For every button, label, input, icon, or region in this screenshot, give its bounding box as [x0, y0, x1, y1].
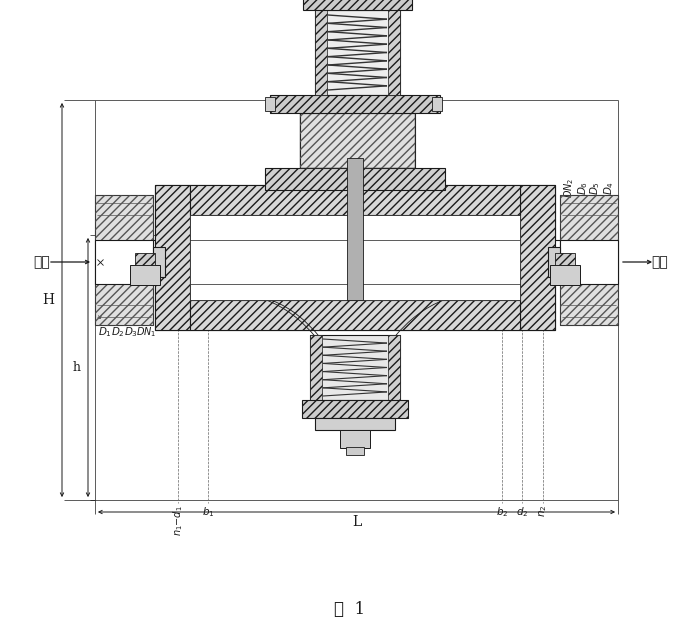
Bar: [310, 335, 400, 400]
Bar: [153, 240, 160, 284]
Text: $D_3$: $D_3$: [124, 325, 138, 339]
Text: $n_2$: $n_2$: [537, 505, 549, 517]
Bar: [310, 335, 322, 400]
Bar: [560, 195, 618, 325]
Bar: [95, 195, 153, 325]
Bar: [303, 0, 412, 10]
Text: $D_5$: $D_5$: [588, 181, 602, 195]
Bar: [155, 185, 555, 330]
Bar: [560, 240, 618, 284]
Text: $D_6$: $D_6$: [576, 181, 590, 195]
Text: h: h: [73, 361, 81, 374]
Bar: [432, 97, 442, 111]
Text: H: H: [42, 293, 54, 307]
Bar: [95, 195, 153, 325]
Bar: [300, 113, 415, 168]
Text: $D_4$: $D_4$: [602, 181, 616, 195]
Bar: [550, 265, 580, 285]
Bar: [270, 95, 440, 113]
Text: L: L: [352, 515, 361, 529]
Text: $DN_2$: $DN_2$: [562, 178, 576, 198]
Bar: [135, 253, 155, 265]
Text: $n_1{-}d_1$: $n_1{-}d_1$: [171, 505, 185, 536]
Bar: [346, 447, 364, 455]
Text: $b_2$: $b_2$: [496, 505, 508, 518]
Bar: [300, 113, 415, 168]
Text: $D_1$: $D_1$: [98, 325, 112, 339]
Bar: [153, 247, 165, 277]
Bar: [388, 10, 400, 95]
Text: $d_2$: $d_2$: [516, 505, 528, 518]
Bar: [560, 195, 618, 325]
Bar: [550, 240, 560, 284]
Text: 进口: 进口: [34, 255, 50, 269]
Bar: [190, 185, 520, 215]
Text: $DN_1$: $DN_1$: [136, 325, 156, 339]
Bar: [95, 240, 153, 284]
Text: 图  1: 图 1: [335, 601, 365, 618]
Text: $D_2$: $D_2$: [111, 325, 125, 339]
Bar: [155, 185, 190, 330]
Bar: [388, 335, 400, 400]
Bar: [302, 400, 408, 418]
Bar: [265, 97, 275, 111]
Text: $b_1$: $b_1$: [202, 505, 214, 518]
Bar: [520, 185, 555, 330]
Bar: [190, 215, 520, 300]
Bar: [347, 158, 363, 300]
Bar: [190, 240, 520, 284]
Text: 出口: 出口: [652, 255, 668, 269]
Bar: [315, 418, 395, 430]
Bar: [265, 168, 445, 190]
Bar: [315, 10, 400, 95]
Bar: [315, 10, 327, 95]
Bar: [190, 300, 520, 330]
Bar: [130, 265, 160, 285]
Bar: [555, 253, 575, 265]
Bar: [548, 247, 560, 277]
Bar: [340, 430, 370, 448]
Text: δ: δ: [244, 271, 252, 285]
